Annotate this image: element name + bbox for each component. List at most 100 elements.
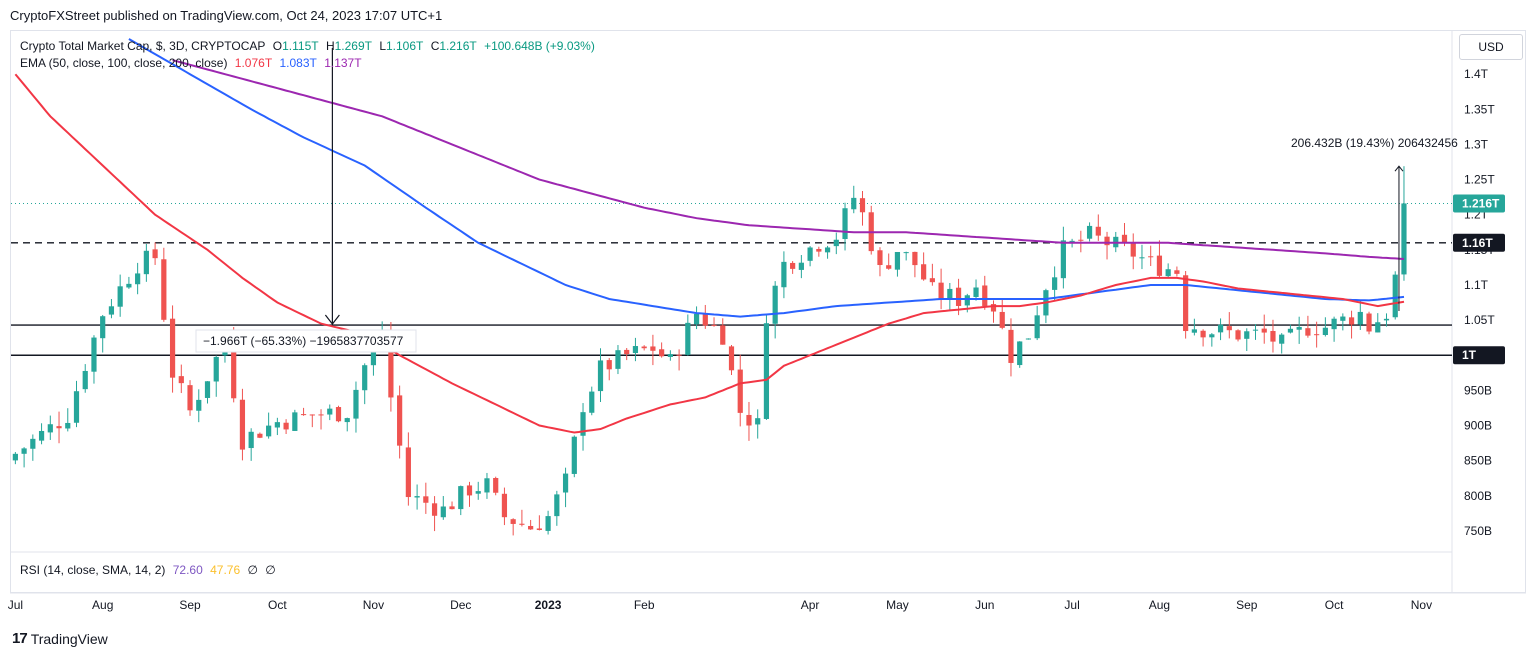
candle-body xyxy=(790,262,796,269)
ema200-line xyxy=(172,59,1405,260)
symbol-label: Crypto Total Market Cap, $, 3D, CRYPTOCA… xyxy=(20,39,266,53)
x-tick-label: Nov xyxy=(1411,598,1432,612)
candle-body xyxy=(562,473,569,493)
x-tick-label: May xyxy=(886,598,909,612)
y-tick-label: 1.35T xyxy=(1464,102,1495,116)
candle-body xyxy=(82,370,88,390)
candle-body xyxy=(693,313,700,325)
candle-body xyxy=(1078,239,1084,241)
high-value: 1.269T xyxy=(334,39,372,53)
candle-body xyxy=(1130,242,1136,257)
candle-body xyxy=(318,414,324,416)
candle-body xyxy=(65,422,71,429)
y-tick-label: 1.05T xyxy=(1464,313,1495,327)
candle-body xyxy=(1034,315,1040,339)
candle-body xyxy=(1261,328,1267,333)
tradingview-brand[interactable]: 17 TradingView xyxy=(12,630,108,647)
candle-body xyxy=(196,399,202,411)
candle-body xyxy=(1086,225,1093,239)
candle-body xyxy=(772,285,778,324)
candle-body xyxy=(842,208,848,240)
ema100-value: 1.083T xyxy=(279,56,317,70)
measure-down-arrowhead xyxy=(324,314,340,326)
x-tick-label: 2023 xyxy=(535,598,562,612)
candle-body xyxy=(1025,338,1032,340)
x-tick-label: Oct xyxy=(1325,598,1344,612)
x-tick-label: Sep xyxy=(179,598,201,612)
candle-body xyxy=(1270,330,1276,342)
ema200-value: 1.137T xyxy=(324,56,362,70)
candle-body xyxy=(824,247,831,253)
candles xyxy=(12,166,1407,536)
price-label-text: 1.216T xyxy=(1462,196,1500,210)
candle-body xyxy=(938,282,944,299)
candle-body xyxy=(458,486,464,510)
candle-body xyxy=(1209,334,1215,338)
candle-body xyxy=(737,369,743,413)
x-tick-label: Jul xyxy=(1064,598,1079,612)
candle-body xyxy=(1331,318,1337,330)
candle-body xyxy=(1375,322,1381,333)
candle-body xyxy=(519,523,525,525)
rsi-value: 72.60 xyxy=(172,563,203,577)
candle-body xyxy=(580,412,586,436)
candle-body xyxy=(47,424,53,433)
currency-selector[interactable]: USD xyxy=(1459,34,1523,60)
candle-body xyxy=(763,323,770,419)
candle-body xyxy=(248,431,254,449)
candle-body xyxy=(1305,328,1311,336)
x-tick-label: Feb xyxy=(634,598,655,612)
candle-body xyxy=(650,346,656,351)
y-tick-label: 850B xyxy=(1464,454,1492,468)
x-tick-label: Sep xyxy=(1236,598,1258,612)
candle-body xyxy=(659,349,665,357)
candle-body xyxy=(886,265,892,269)
candle-body xyxy=(292,412,298,431)
publisher-caption: CryptoFXStreet published on TradingView.… xyxy=(10,8,443,23)
candle-body xyxy=(536,528,542,530)
candle-body xyxy=(798,262,804,270)
candle-body xyxy=(641,346,647,349)
candle-body xyxy=(1322,327,1328,336)
candle-body xyxy=(711,324,717,326)
candle-body xyxy=(1191,329,1197,333)
candle-body xyxy=(1008,329,1014,363)
candle-body xyxy=(501,493,508,518)
price-label-text: 1.16T xyxy=(1462,236,1493,250)
candle-body xyxy=(1104,236,1110,246)
candle-body xyxy=(1217,324,1224,333)
y-tick-label: 800B xyxy=(1464,489,1492,503)
ema50-line xyxy=(14,73,1405,434)
candle-body xyxy=(117,286,123,307)
x-tick-label: Aug xyxy=(1149,598,1170,612)
candle-body xyxy=(161,259,167,320)
low-value: 1.106T xyxy=(386,39,424,53)
candle-body xyxy=(1348,317,1355,325)
ema-legend: EMA (50, close, 100, close, 200, close) … xyxy=(20,56,366,70)
x-tick-label: Aug xyxy=(92,598,113,612)
candle-body xyxy=(1139,257,1145,259)
candle-body xyxy=(405,447,411,498)
brand-name: TradingView xyxy=(30,630,108,647)
candle-body xyxy=(100,316,106,339)
candle-body xyxy=(484,478,490,493)
y-tick-label: 900B xyxy=(1464,419,1492,433)
candle-body xyxy=(344,418,350,423)
candle-body xyxy=(781,261,787,288)
candle-body xyxy=(702,313,708,326)
candle-body xyxy=(606,360,612,370)
candle-body xyxy=(746,414,752,426)
candle-body xyxy=(353,389,359,419)
x-tick-label: Apr xyxy=(801,598,820,612)
candle-body xyxy=(1121,234,1128,243)
price-axis: 1.4T1.35T1.3T1.25T1.2T1.15T1.1T1.05T1T95… xyxy=(1453,67,1505,538)
candle-body xyxy=(859,198,866,213)
candle-body xyxy=(108,306,115,315)
measure-up-arrowhead xyxy=(1394,165,1404,172)
candle-body xyxy=(30,438,36,449)
candle-body xyxy=(1296,326,1302,330)
candle-body xyxy=(964,295,970,306)
candle-body xyxy=(990,304,997,312)
candle-body xyxy=(440,506,446,518)
